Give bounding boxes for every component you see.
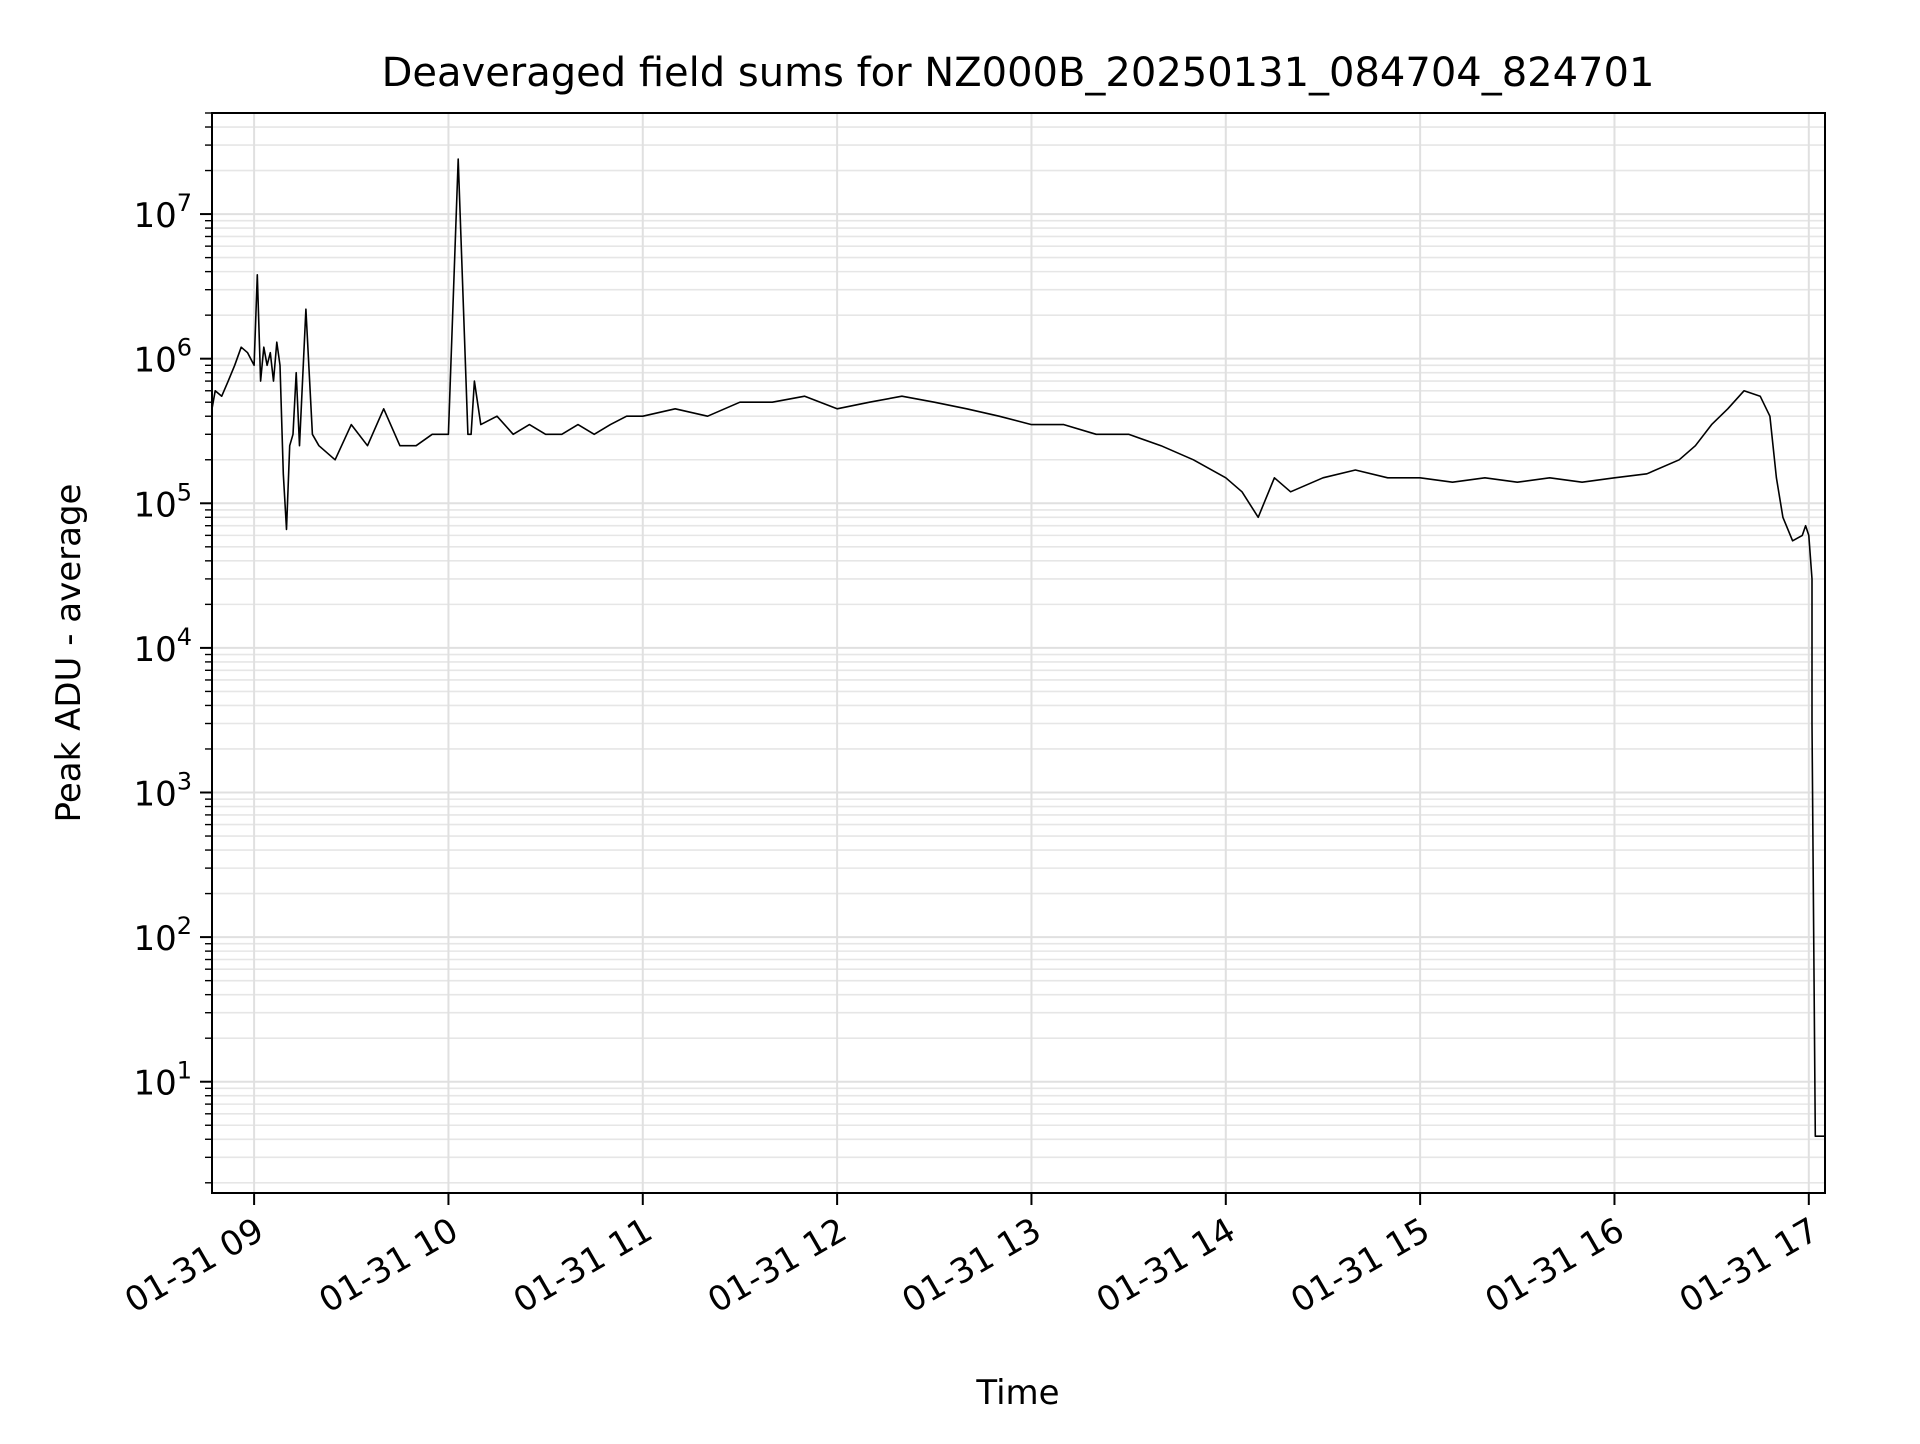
x-axis-label: Time [975, 1373, 1059, 1413]
y-tick-label: 104 [133, 623, 192, 670]
major-gridlines [212, 113, 1825, 1193]
y-tick-label: 103 [133, 768, 192, 815]
y-tick-label-exponent: 6 [177, 334, 192, 362]
chart-title: Deaveraged field sums for NZ000B_2025013… [382, 50, 1655, 96]
y-tick-label: 102 [133, 912, 192, 959]
y-tick-label-exponent: 3 [177, 768, 192, 796]
plot-frame [211, 112, 1826, 1194]
y-tick-label-base: 10 [133, 485, 176, 525]
y-tick-label-base: 10 [133, 341, 176, 381]
y-tick-label-exponent: 7 [177, 189, 192, 217]
y-tick-label-base: 10 [133, 775, 176, 815]
y-tick-label-exponent: 1 [177, 1057, 192, 1085]
series-line [211, 158, 1825, 1137]
y-tick-label-exponent: 5 [177, 478, 192, 506]
y-tick-label: 105 [133, 478, 192, 525]
y-tick-label: 106 [133, 334, 192, 381]
y-tick-label-base: 10 [133, 1064, 176, 1104]
y-tick-label-base: 10 [133, 196, 176, 236]
series-layer [211, 158, 1825, 1137]
y-tick-label: 107 [133, 189, 192, 236]
y-tick-label-base: 10 [133, 919, 176, 959]
y-tick-label-exponent: 2 [177, 912, 192, 940]
minor-gridlines [212, 112, 1825, 1184]
y-tick-label-exponent: 4 [177, 623, 192, 651]
y-tick-label: 101 [133, 1057, 192, 1104]
y-axis-label: Peak ADU - average [49, 484, 89, 823]
y-tick-label-base: 10 [133, 630, 176, 670]
